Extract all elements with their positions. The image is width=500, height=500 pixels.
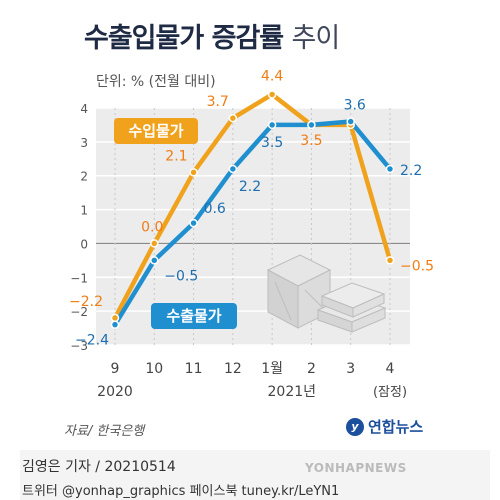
data-label: 3.5 xyxy=(300,133,322,149)
data-point xyxy=(189,218,198,228)
y-tick-label: 1 xyxy=(80,204,88,218)
data-point xyxy=(385,164,395,174)
data-point xyxy=(110,320,120,329)
y-tick-label: −2 xyxy=(70,305,88,319)
crate-icon xyxy=(266,254,332,329)
x-tick-label: 10 xyxy=(145,361,163,377)
data-point xyxy=(228,113,238,123)
data-label: 2.2 xyxy=(400,163,422,179)
x-tick-label: 3 xyxy=(346,361,355,377)
brand-name: 연합뉴스 xyxy=(368,418,424,436)
y-tick-label: −3 xyxy=(70,339,88,353)
data-label: −2.2 xyxy=(69,294,103,310)
data-point xyxy=(150,239,159,248)
source-label: 자료/ 한국은행 xyxy=(64,424,145,439)
chart-title-sub: 추이 xyxy=(291,23,341,54)
x-tick-label: 1월 xyxy=(261,361,283,377)
data-label: −0.5 xyxy=(164,268,198,284)
y-tick-label: 0 xyxy=(80,237,88,251)
y-tick-label: 4 xyxy=(80,102,88,116)
series-line-import xyxy=(112,92,393,321)
data-point xyxy=(307,120,316,130)
data-label: 2.2 xyxy=(239,179,261,195)
chart-title-main: 수출입물가 증감률 xyxy=(84,23,284,54)
brand-logo: y 연합뉴스 xyxy=(346,416,423,437)
data-point xyxy=(150,256,159,265)
data-point xyxy=(110,313,120,323)
data-label: 0.6 xyxy=(204,201,226,217)
data-point xyxy=(189,168,198,177)
data-label: 0.0 xyxy=(141,219,163,235)
data-label: 2.1 xyxy=(165,148,187,164)
legend-callout-import xyxy=(114,118,198,144)
legend-callout-export xyxy=(151,303,237,329)
legend-label: 수입물가 xyxy=(128,122,183,140)
data-label: 4.4 xyxy=(261,68,283,84)
x-note-label: (잠정) xyxy=(373,385,407,400)
unit-label: 단위: % (전월 대비) xyxy=(96,74,216,90)
x-tick-label: 4 xyxy=(386,361,395,377)
data-label: −2.4 xyxy=(75,333,109,349)
x-tick-label: 2 xyxy=(307,361,316,377)
series-line-export xyxy=(112,119,393,327)
y-tick-label: −1 xyxy=(70,271,88,285)
data-point xyxy=(267,120,277,130)
x-tick-label: 11 xyxy=(185,361,203,377)
legend-label: 수출물가 xyxy=(166,307,221,325)
brand-mark-icon: y xyxy=(346,417,364,436)
x-tick-label: 12 xyxy=(224,361,242,377)
footer-bar xyxy=(20,450,490,500)
data-label: 3.6 xyxy=(344,98,366,114)
x-year-label: 2021년 xyxy=(268,384,317,400)
x-tick-label: 9 xyxy=(111,361,120,377)
data-point xyxy=(267,90,277,99)
y-tick-label: 3 xyxy=(80,136,88,150)
watermark: YONHAPNEWS xyxy=(305,461,407,475)
stacked-boxes-icon xyxy=(316,282,387,333)
x-year-label: 2020 xyxy=(97,384,133,400)
data-point xyxy=(385,256,395,265)
data-point xyxy=(346,117,355,126)
data-point xyxy=(228,164,238,174)
data-label: −0.5 xyxy=(400,258,434,274)
chart-title: 수출입물가 증감률 추이 xyxy=(84,16,341,55)
data-label: 3.5 xyxy=(261,135,283,151)
data-label: 3.7 xyxy=(207,94,229,110)
byline: 김영은 기자 / 20210514 xyxy=(22,459,176,475)
y-tick-label: 2 xyxy=(80,170,88,184)
social-credits: 트위터 @yonhap_graphics 페이스북 tuney.kr/LeYN1 xyxy=(22,484,340,499)
